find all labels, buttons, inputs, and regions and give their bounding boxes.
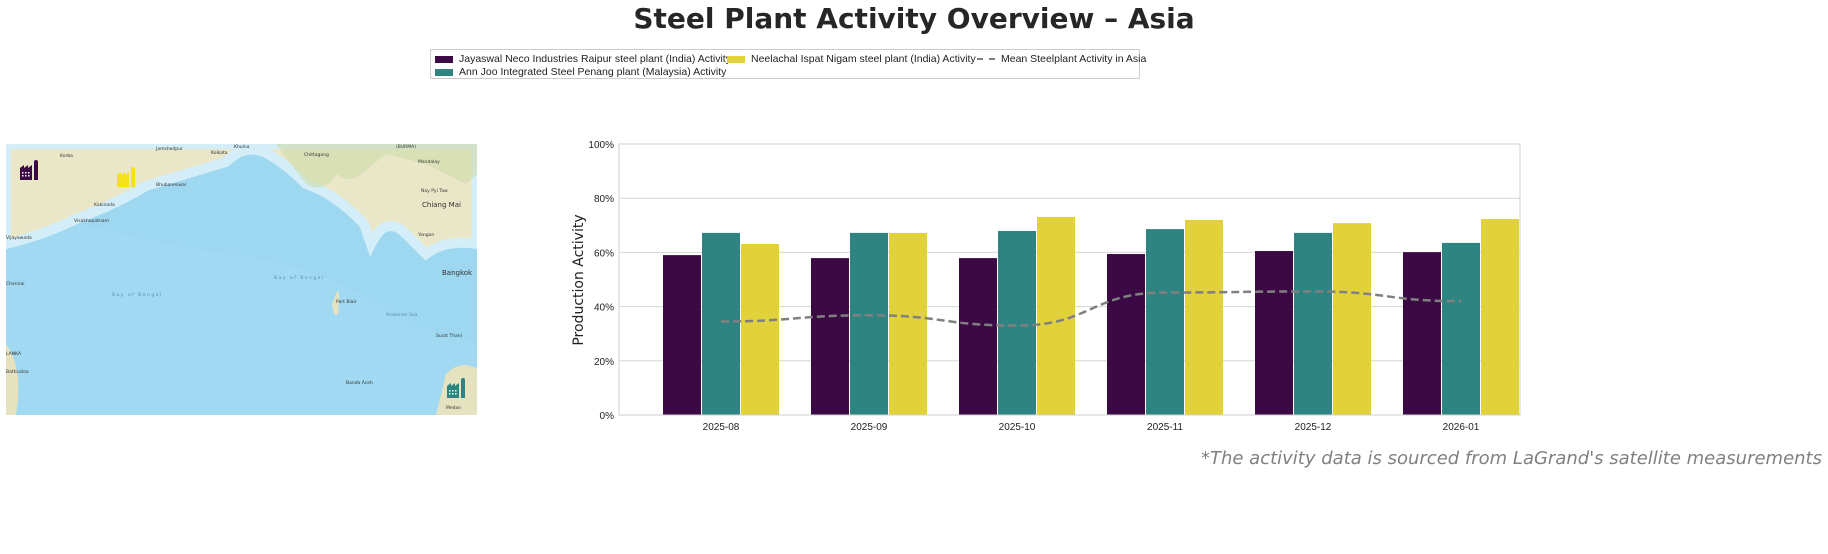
bar	[1146, 229, 1184, 415]
bar	[741, 243, 779, 415]
map-labels: Korba Jamshedpur Khulna Kolkata Chittago…	[6, 144, 473, 411]
x-tick-label: 2026-01	[1443, 422, 1480, 433]
x-tick-label: 2025-10	[999, 422, 1036, 433]
y-tick-label: 20%	[594, 357, 614, 368]
map[interactable]: Korba Jamshedpur Khulna Kolkata Chittago…	[6, 144, 477, 415]
y-tick-label: 100%	[588, 140, 614, 151]
factory-icon[interactable]	[20, 160, 38, 180]
map-label-bangkok: Bangkok	[442, 269, 473, 277]
legend-label: Ann Joo Integrated Steel Penang plant (M…	[459, 66, 727, 78]
svg-text:Kolkata: Kolkata	[211, 150, 228, 156]
map-label-chiang-mai: Chiang Mai	[422, 201, 461, 209]
svg-text:Bay of Bengal: Bay of Bengal	[274, 275, 325, 281]
legend-label: Neelachal Ispat Nigam steel plant (India…	[751, 53, 976, 65]
plot-frame	[618, 143, 1521, 416]
svg-text:Chennai: Chennai	[6, 281, 24, 287]
bar	[663, 255, 701, 415]
legend-item-jayaswal: Jayaswal Neco Industries Raipur steel pl…	[435, 53, 731, 65]
bar	[1037, 216, 1075, 415]
legend-dash	[977, 58, 995, 60]
map-canvas: Korba Jamshedpur Khulna Kolkata Chittago…	[6, 144, 477, 415]
legend-label: Jayaswal Neco Industries Raipur steel pl…	[459, 53, 731, 65]
andaman-islands	[332, 291, 340, 316]
x-tick-label: 2025-11	[1147, 422, 1183, 433]
svg-text:Batticaloa: Batticaloa	[6, 369, 29, 375]
land-lanka	[6, 344, 19, 415]
footnote: *The activity data is sourced from LaGra…	[1200, 448, 1822, 469]
factory-icon[interactable]	[447, 378, 465, 398]
legend-item-annjoo: Ann Joo Integrated Steel Penang plant (M…	[435, 66, 726, 78]
bar	[1255, 251, 1293, 415]
bar	[811, 258, 849, 415]
legend-swatch	[435, 68, 453, 76]
svg-text:Port Blair: Port Blair	[336, 299, 357, 305]
bar	[850, 232, 888, 415]
svg-text:Vijayawada: Vijayawada	[6, 235, 32, 241]
svg-text:Nay Pyi Taw: Nay Pyi Taw	[421, 188, 448, 194]
legend-swatch	[435, 55, 453, 63]
y-tick-label: 0%	[600, 411, 615, 422]
x-tick-label: 2025-08	[703, 422, 740, 433]
svg-text:Bhubaneswar: Bhubaneswar	[156, 182, 187, 188]
y-tick-label: 80%	[594, 194, 614, 205]
bar	[1185, 219, 1223, 415]
svg-text:LANKA: LANKA	[6, 351, 22, 357]
bar	[1294, 232, 1332, 415]
deep-sea	[6, 204, 477, 415]
bar	[702, 232, 740, 415]
bar	[889, 232, 927, 415]
y-tick-label: 40%	[594, 303, 614, 314]
x-tick-label: 2025-12	[1295, 422, 1332, 433]
legend-swatch	[727, 55, 745, 63]
svg-text:Chittagong: Chittagong	[304, 152, 329, 158]
svg-text:Banda Aceh: Banda Aceh	[346, 380, 373, 386]
x-tick-label: 2025-09	[851, 422, 888, 433]
svg-text:Yangon: Yangon	[417, 232, 434, 238]
bar	[1403, 252, 1441, 415]
bar	[1442, 242, 1480, 415]
legend-item-neelachal: Neelachal Ispat Nigam steel plant (India…	[727, 53, 976, 65]
svg-text:Korba: Korba	[60, 153, 73, 159]
svg-text:Visakhapatnam: Visakhapatnam	[74, 218, 109, 224]
factory-icon[interactable]	[117, 167, 135, 187]
bar	[959, 258, 997, 415]
svg-text:Andaman Sea: Andaman Sea	[386, 312, 418, 318]
svg-text:Jamshedpur: Jamshedpur	[155, 146, 183, 152]
svg-text:Medan: Medan	[446, 405, 461, 411]
svg-text:Surat Thani: Surat Thani	[436, 333, 462, 339]
bar	[1333, 223, 1371, 415]
mean-activity-line	[720, 290, 1462, 327]
svg-text:Mandalay: Mandalay	[418, 159, 440, 165]
svg-text:(BURMA): (BURMA)	[396, 144, 416, 150]
bar	[1481, 219, 1519, 415]
coast-shelf	[6, 144, 477, 261]
bar	[998, 230, 1036, 415]
y-tick-label: 60%	[594, 248, 614, 259]
svg-text:Khulna: Khulna	[234, 144, 250, 150]
y-axis-label: Production Activity	[571, 214, 587, 345]
chart-legend: Jayaswal Neco Industries Raipur steel pl…	[430, 49, 1146, 79]
page-title: Steel Plant Activity Overview – Asia	[633, 2, 1195, 35]
legend-label: Mean Steelplant Activity in Asia	[1001, 53, 1147, 65]
svg-text:Bay of Bengal: Bay of Bengal	[112, 292, 163, 298]
svg-text:Kakinada: Kakinada	[94, 202, 115, 208]
bar	[1107, 254, 1145, 415]
legend-item-mean: Mean Steelplant Activity in Asia	[977, 53, 1146, 65]
forest	[276, 144, 477, 188]
